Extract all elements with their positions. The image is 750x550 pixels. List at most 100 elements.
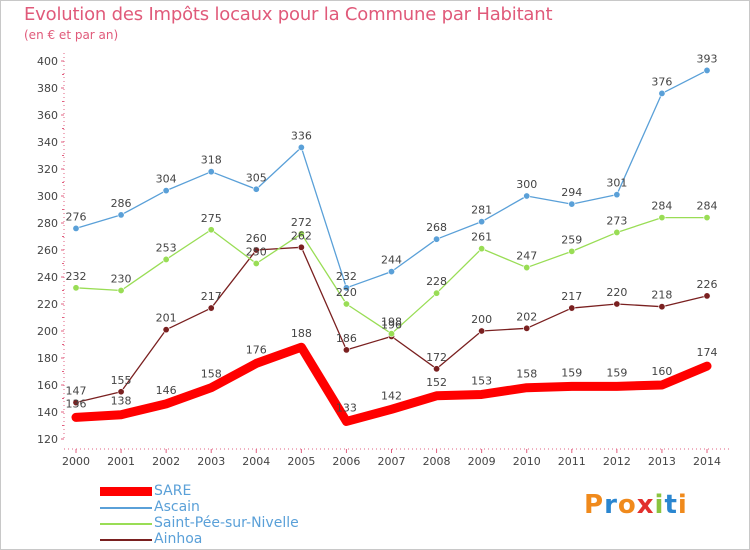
data-label: 262 — [291, 229, 312, 242]
logo-letter: x — [636, 490, 655, 520]
data-point — [252, 259, 260, 267]
data-point — [252, 246, 260, 254]
data-label: 220 — [336, 286, 357, 299]
x-tick-label: 2007 — [378, 455, 406, 468]
data-point — [433, 235, 441, 243]
data-point — [613, 300, 621, 308]
y-tick-label: 360 — [37, 109, 58, 122]
data-point — [703, 66, 711, 74]
y-tick-label: 160 — [37, 379, 58, 392]
data-point — [387, 330, 395, 338]
data-label: 272 — [291, 216, 312, 229]
data-label: 142 — [381, 389, 402, 402]
data-label: 202 — [516, 310, 537, 323]
y-tick-label: 120 — [37, 433, 58, 446]
y-tick-label: 380 — [37, 82, 58, 95]
data-label: 247 — [516, 250, 537, 263]
data-point — [162, 255, 170, 263]
data-point — [297, 243, 305, 251]
x-tick-label: 2002 — [152, 455, 180, 468]
data-label: 160 — [651, 365, 672, 378]
data-label: 201 — [156, 312, 177, 325]
chart-axes: 120 140 160 180 200 220 240 260 280 300 320 340 360 3… — [37, 53, 730, 468]
data-label: 200 — [471, 313, 492, 326]
data-label: 158 — [516, 368, 537, 381]
data-label: 136 — [66, 397, 87, 410]
data-label: 217 — [561, 290, 582, 303]
data-label: 275 — [201, 212, 222, 225]
data-point — [658, 303, 666, 311]
data-point — [207, 168, 215, 176]
data-label: 152 — [426, 376, 447, 389]
chart-data-labels: 147 155 201 217 260 262 186 196 172 200 202 217 220 2… — [66, 52, 718, 414]
x-tick-label: 2008 — [423, 455, 451, 468]
data-label: 286 — [111, 197, 132, 210]
data-label: 304 — [156, 173, 177, 186]
y-tick-label: 140 — [37, 406, 58, 419]
data-label: 159 — [606, 366, 627, 379]
data-point — [658, 214, 666, 222]
chart-subtitle: (en € et par an) — [24, 28, 119, 42]
data-point — [658, 89, 666, 97]
logo-letter: P — [584, 490, 605, 520]
data-label: 232 — [336, 270, 357, 283]
proxiti-logo: Proxiti — [584, 490, 688, 520]
data-point — [478, 245, 486, 253]
logo-letter: o — [617, 490, 637, 520]
logo-letter: t — [664, 490, 678, 520]
data-label: 217 — [201, 290, 222, 303]
data-point — [72, 399, 80, 407]
data-point — [342, 284, 350, 292]
y-tick-label: 320 — [37, 163, 58, 176]
data-point — [523, 324, 531, 332]
data-label: 228 — [426, 275, 447, 288]
data-label: 188 — [291, 327, 312, 340]
logo-letter: r — [604, 490, 618, 520]
data-point — [387, 268, 395, 276]
data-point — [478, 218, 486, 226]
data-point — [478, 327, 486, 335]
data-point — [568, 200, 576, 208]
data-label: 284 — [697, 200, 718, 213]
data-label: 198 — [381, 316, 402, 329]
data-label: 393 — [697, 52, 718, 65]
x-tick-label: 2005 — [287, 455, 315, 468]
data-point — [72, 284, 80, 292]
y-tick-label: 340 — [37, 136, 58, 149]
data-label: 253 — [156, 241, 177, 254]
data-label: 273 — [606, 214, 627, 227]
x-tick-label: 2013 — [648, 455, 676, 468]
data-label: 138 — [111, 395, 132, 408]
data-label: 186 — [336, 332, 357, 345]
logo-letter: i — [677, 490, 688, 520]
data-label: 176 — [246, 343, 267, 356]
y-tick-label: 400 — [37, 55, 58, 68]
chart-lines — [71, 66, 712, 426]
data-label: 260 — [246, 232, 267, 245]
x-tick-label: 2004 — [242, 455, 270, 468]
y-tick-label: 280 — [37, 217, 58, 230]
data-label: 147 — [66, 385, 87, 398]
data-label: 318 — [201, 154, 222, 167]
data-label: 276 — [66, 210, 87, 223]
data-point — [117, 286, 125, 294]
data-label: 281 — [471, 204, 492, 217]
data-point — [342, 346, 350, 354]
x-tick-label: 2010 — [513, 455, 541, 468]
x-tick-label: 2003 — [197, 455, 225, 468]
data-point — [297, 143, 305, 151]
data-point — [117, 211, 125, 219]
data-point — [568, 247, 576, 255]
data-label: 230 — [111, 273, 132, 286]
data-point — [703, 292, 711, 300]
data-label: 159 — [561, 366, 582, 379]
data-label: 232 — [66, 270, 87, 283]
data-label: 284 — [651, 200, 672, 213]
data-label: 172 — [426, 351, 447, 364]
data-label: 305 — [246, 171, 267, 184]
data-point — [207, 304, 215, 312]
data-point — [433, 365, 441, 373]
data-label: 226 — [697, 278, 718, 291]
